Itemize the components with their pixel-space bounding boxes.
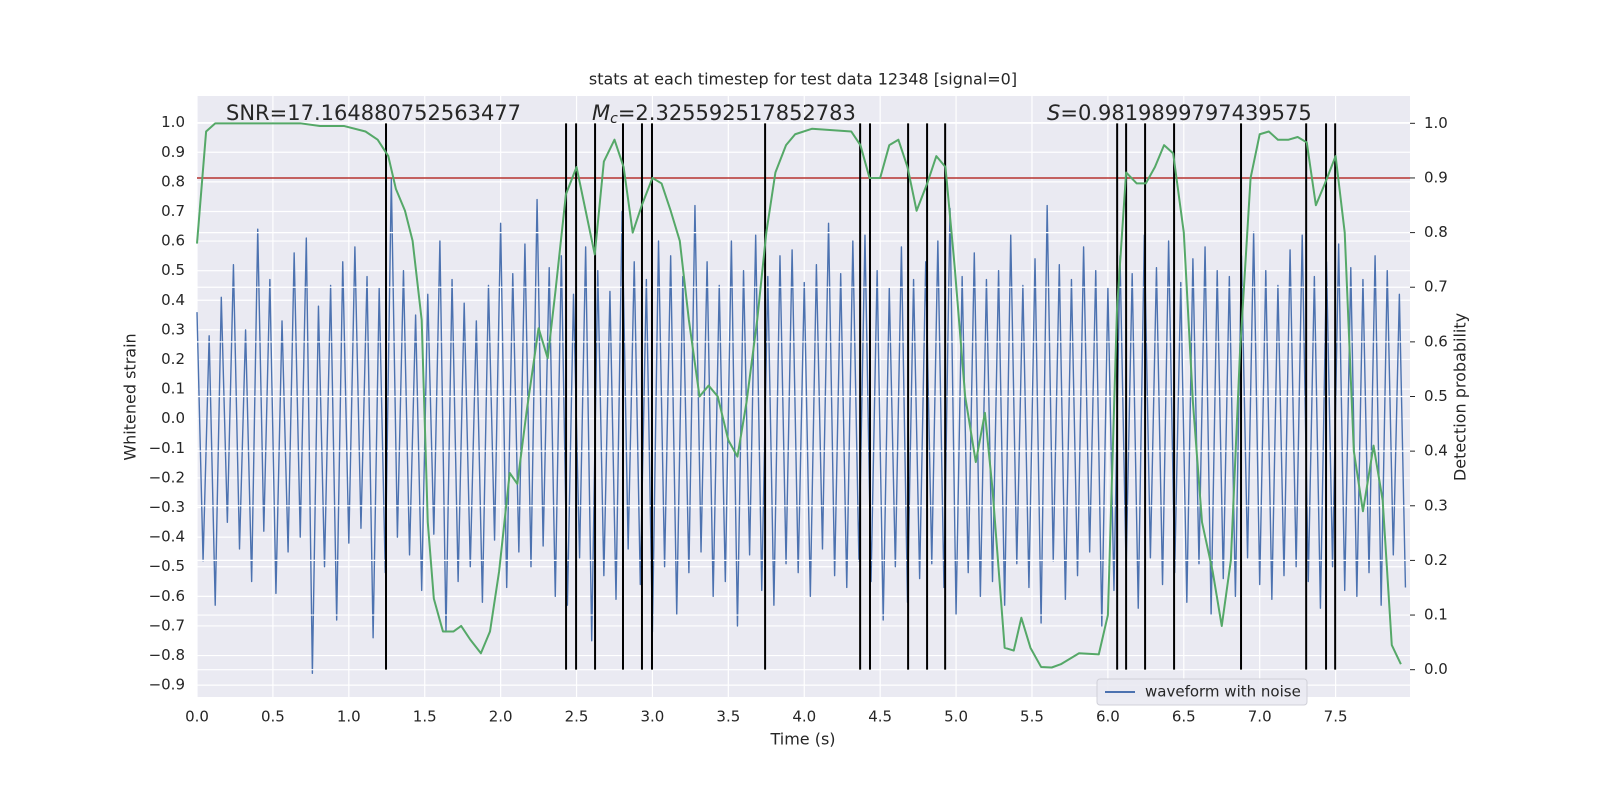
y2-tick-label: 0.7: [1424, 278, 1448, 296]
y-tick-label: −0.8: [149, 646, 185, 664]
y2-tick-label: 1.0: [1424, 114, 1448, 132]
y-tick-label: −0.7: [149, 616, 185, 634]
y-tick-label: 0.7: [161, 202, 185, 220]
y-tick-label: −0.9: [149, 676, 185, 694]
y-tick-label: −0.5: [149, 557, 185, 575]
x-tick-label: 2.0: [489, 708, 513, 726]
legend-box: [1096, 678, 1308, 706]
y-tick-label: 0.1: [161, 380, 185, 398]
x-axis-label: Time (s): [769, 730, 835, 749]
y2-tick-label: 0.9: [1424, 168, 1448, 186]
x-tick-label: 7.5: [1324, 708, 1348, 726]
annotation-text: =2.325592517852783: [618, 101, 856, 125]
y-axis-label: Whitened strain: [121, 333, 140, 460]
x-tick-label: 1.0: [337, 708, 361, 726]
x-tick-label: 3.5: [716, 708, 740, 726]
x-tick-label: 0.0: [185, 708, 209, 726]
y-tick-label: 0.3: [161, 320, 185, 338]
x-tick-label: 3.0: [641, 708, 665, 726]
x-tick-label: 6.5: [1172, 708, 1196, 726]
annotation-text: =17.164880752563477: [270, 101, 521, 125]
line-series: [196, 178, 1407, 675]
y2-tick-label: 0.0: [1424, 660, 1448, 678]
annotation: SNR=17.164880752563477: [226, 101, 521, 125]
y2-tick-label: 0.2: [1424, 551, 1448, 569]
x-tick-label: 5.5: [1020, 708, 1044, 726]
line-series: [196, 122, 1402, 669]
x-tick-label: 1.5: [413, 708, 437, 726]
annotation-symbol: M: [592, 101, 610, 125]
annotation-symbol: SNR: [226, 101, 270, 125]
y2-tick-label: 0.3: [1424, 496, 1448, 514]
legend-label: waveform with noise: [1145, 683, 1301, 701]
y-tick-label: 1.0: [161, 113, 185, 131]
y2-tick-label: 0.1: [1424, 606, 1448, 624]
y2-tick-label: 0.5: [1424, 387, 1448, 405]
y-tick-label: 0.9: [161, 143, 185, 161]
chart-title: stats at each timestep for test data 123…: [589, 70, 1017, 89]
y-tick-label: −0.1: [149, 439, 185, 457]
annotation: S=0.9819899797439575: [1047, 101, 1312, 125]
y-tick-label: −0.6: [149, 587, 185, 605]
y2-tick-label: 0.8: [1424, 223, 1448, 241]
annotation-symbol: S: [1047, 101, 1060, 125]
y2-tick-label: 0.6: [1424, 332, 1448, 350]
y-tick-label: 0.0: [161, 409, 185, 427]
y2-tick-label: 0.4: [1424, 442, 1448, 460]
y-tick-label: 0.5: [161, 261, 185, 279]
y-tick-label: −0.3: [149, 498, 185, 516]
y-tick-label: 0.2: [161, 350, 185, 368]
x-tick-label: 2.5: [565, 708, 589, 726]
x-tick-label: 5.0: [944, 708, 968, 726]
y2-axis-label: Detection probability: [1451, 313, 1470, 481]
x-tick-label: 0.5: [261, 708, 285, 726]
annotation-text: =0.9819899797439575: [1060, 101, 1311, 125]
y-tick-label: −0.4: [149, 528, 185, 546]
x-tick-label: 7.0: [1248, 708, 1272, 726]
x-tick-label: 4.0: [792, 708, 816, 726]
y-tick-label: −0.2: [149, 468, 185, 486]
x-tick-label: 6.0: [1096, 708, 1120, 726]
annotation-subscript: c: [610, 111, 618, 127]
y-tick-label: 0.4: [161, 291, 185, 309]
x-tick-label: 4.5: [868, 708, 892, 726]
annotation: Mc=2.325592517852783: [592, 101, 856, 127]
y-tick-label: 0.8: [161, 172, 185, 190]
y-tick-label: 0.6: [161, 232, 185, 250]
